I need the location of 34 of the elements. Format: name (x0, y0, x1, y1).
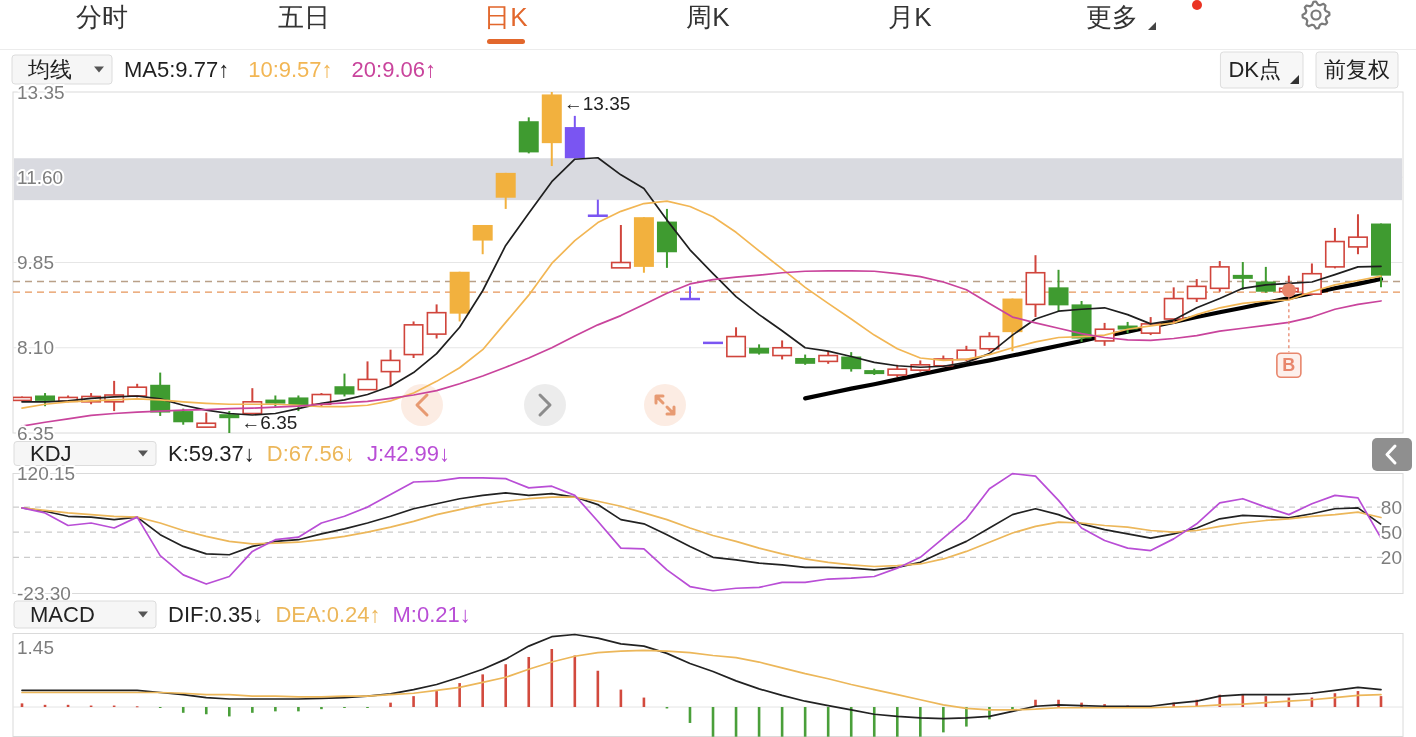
text: 日K (484, 2, 529, 32)
text: B (1282, 355, 1296, 376)
legend-title: MACD (30, 602, 95, 627)
annotation: ←13.35 (563, 92, 631, 114)
y-tick-label: 9.85 (17, 252, 54, 273)
text: 分时 (76, 2, 128, 32)
legend-title: 均线 (27, 57, 72, 82)
y-tick-label: 6.35 (17, 422, 54, 444)
y-tick-label: 13.35 (17, 81, 65, 103)
text: K:59.37↓ (168, 441, 255, 466)
y2-tick-label: 50 (1380, 521, 1402, 543)
text: DK点 (1228, 57, 1281, 82)
text: 10:9.57↑ (248, 57, 333, 82)
text: MA5:9.77↑ (124, 57, 230, 82)
text: 前复权 (1324, 57, 1390, 82)
text: 20:9.06↑ (351, 57, 436, 82)
text: 五日 (278, 2, 330, 32)
series-label: J:42.99↓ (366, 441, 451, 466)
annotation: ←6.35 (241, 411, 298, 433)
y-tick-label: 120.15 (17, 463, 76, 484)
legend-title: KDJ (30, 441, 72, 466)
text: D:67.56↓ (266, 441, 355, 466)
text: M:0.21↓ (392, 602, 471, 627)
y2-tick-label: 80 (1380, 496, 1402, 518)
text: 更多 (1086, 2, 1138, 32)
text: 周K (686, 2, 731, 32)
annotation: 1.45 (17, 637, 54, 658)
text: DIF:0.35↓ (168, 602, 264, 627)
text: 月K (888, 2, 933, 32)
text: DEA:0.24↑ (275, 602, 381, 627)
y-tick-label: -23.30 (17, 583, 71, 604)
y-tick-label: 11.60 (17, 166, 64, 188)
y2-tick-label: 20 (1380, 546, 1402, 568)
y-tick-label: 8.10 (17, 337, 54, 359)
